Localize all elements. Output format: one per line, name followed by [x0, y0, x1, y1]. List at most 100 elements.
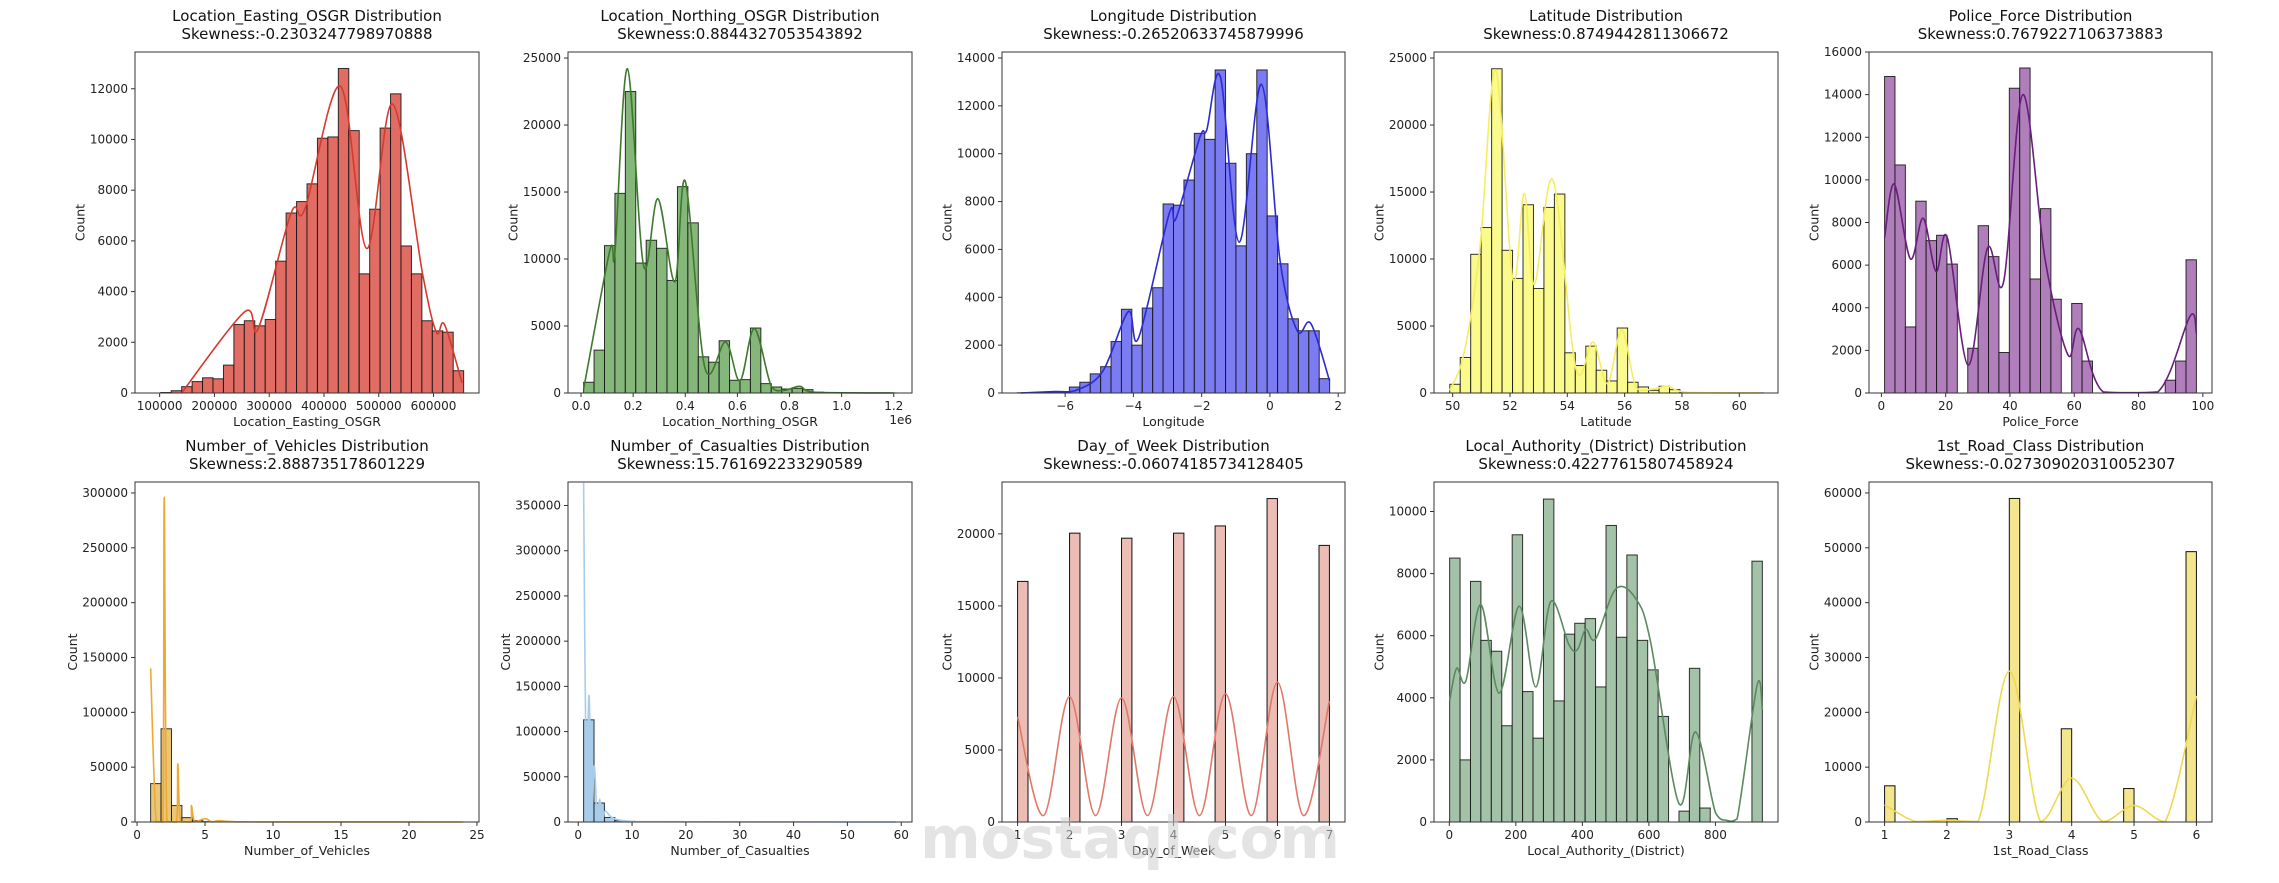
y-tick-label: 5000	[530, 319, 561, 333]
y-tick-label: 10000	[1824, 760, 1862, 774]
y-tick-label: 10000	[957, 147, 995, 161]
y-tick-label: 4000	[1831, 301, 1862, 315]
x-tick-label: 60	[1732, 399, 1747, 413]
x-tick-label: 600000	[411, 399, 457, 413]
histogram-bar	[1480, 639, 1492, 823]
chart-title: Local_Authority_(District) Distribution	[1465, 437, 1746, 456]
x-axis-label: Location_Easting_OSGR	[233, 414, 381, 429]
x-tick-label: 52	[1502, 399, 1517, 413]
chart-subtitle: Skewness:0.8749442811306672	[1483, 25, 1729, 43]
x-tick-label: 30	[732, 828, 747, 842]
kde-line	[582, 67, 894, 394]
x-tick-label: 4	[2068, 828, 2076, 842]
y-tick-label: 5000	[1396, 319, 1427, 333]
kde-line	[582, 482, 896, 823]
chart-title: Latitude Distribution	[1529, 7, 1683, 25]
y-tick-label: 4000	[1396, 691, 1427, 705]
x-tick-label: 20	[1938, 399, 1953, 413]
y-tick-label: 6000	[1396, 629, 1427, 643]
y-tick-label: 300000	[515, 544, 561, 558]
histogram-bar	[1266, 215, 1279, 394]
bars	[160, 67, 465, 394]
x-tick-label: 15	[333, 828, 348, 842]
chart-title: Day_of_Week Distribution	[1077, 437, 1269, 456]
histogram-bar	[202, 377, 214, 394]
y-tick-label: 10000	[957, 671, 995, 685]
y-tick-label: 100000	[515, 725, 561, 739]
x-tick-label: 40	[786, 828, 801, 842]
x-tick-label: 0.2	[624, 399, 643, 413]
x-tick-label: 40	[2002, 399, 2017, 413]
histogram-bar	[2164, 379, 2177, 394]
histogram-bar	[390, 93, 402, 394]
histogram-bar	[400, 245, 412, 394]
chart-title: Police_Force Distribution	[1949, 7, 2133, 26]
histogram-bar	[222, 364, 235, 394]
histogram-bar	[1225, 162, 1237, 394]
y-tick-label: 20000	[1824, 705, 1862, 719]
x-tick-label: 0	[133, 828, 141, 842]
y-tick-label: 2000	[964, 338, 995, 352]
y-axis-label: Count	[1372, 204, 1387, 241]
x-tick-label: 1.0	[832, 399, 851, 413]
y-tick-label: 25000	[1389, 51, 1427, 65]
y-tick-label: 20000	[1389, 118, 1427, 132]
histogram-bar	[760, 383, 772, 394]
histogram-bar	[1615, 636, 1628, 823]
chart-panel-1: Location_Easting_OSGR DistributionSkewne…	[73, 7, 480, 429]
histogram-bar	[635, 262, 647, 394]
y-tick-label: 300000	[82, 486, 128, 500]
histogram-bar	[442, 331, 454, 394]
histogram-bar	[1480, 227, 1493, 394]
axes-frame	[1433, 481, 1779, 823]
x-tick-label: 0	[1878, 399, 1886, 413]
chart-panel-7: Number_of_Casualties DistributionSkewnes…	[498, 437, 913, 858]
histogram-bar	[1647, 669, 1659, 823]
y-tick-label: 4000	[964, 290, 995, 304]
y-axis-label: Count	[73, 204, 88, 241]
histogram-bar	[410, 273, 423, 394]
histogram-bar	[1636, 639, 1649, 823]
chart-panel-4: Latitude DistributionSkewness:0.87494428…	[1372, 7, 1779, 429]
y-tick-label: 14000	[957, 51, 995, 65]
histogram-bar	[1946, 263, 1958, 394]
histogram-bar	[358, 273, 371, 394]
y-axis-label: Count	[940, 204, 955, 241]
histogram-bar	[243, 320, 256, 394]
histogram-bar	[1490, 650, 1503, 823]
histogram-bar	[791, 387, 804, 394]
axes-frame	[567, 51, 913, 394]
histogram-bar	[1131, 344, 1143, 394]
histogram-bar	[1657, 715, 1670, 823]
histogram-bar	[1605, 524, 1617, 823]
y-tick-label: 12000	[957, 99, 995, 113]
chart-title: Number_of_Vehicles Distribution	[185, 437, 428, 456]
chart-subtitle: Skewness:-0.06074185734128405	[1043, 455, 1304, 473]
chart-title: Location_Northing_OSGR Distribution	[600, 7, 879, 26]
kde-line	[1884, 670, 2198, 823]
histogram-bar	[1266, 498, 1278, 823]
histogram-bar	[1925, 240, 1938, 394]
y-tick-label: 60000	[1824, 486, 1862, 500]
y-tick-label: 250000	[515, 589, 561, 603]
bars	[1016, 69, 1331, 394]
y-tick-label: 15000	[1389, 185, 1427, 199]
y-tick-label: 100000	[82, 705, 128, 719]
axes-frame	[134, 481, 480, 823]
y-tick-label: 0	[120, 815, 128, 829]
y-tick-label: 2000	[1396, 753, 1427, 767]
histogram-bar	[1512, 277, 1524, 394]
kde-line	[1449, 69, 1763, 394]
x-tick-label: 2	[1066, 828, 1074, 842]
kde-line	[1020, 72, 1331, 394]
x-tick-label: 80	[2131, 399, 2146, 413]
x-tick-label: 0.0	[571, 399, 590, 413]
y-axis-label: Count	[1807, 204, 1822, 241]
x-tick-label: 10	[265, 828, 280, 842]
y-tick-label: 16000	[1824, 45, 1862, 59]
x-axis-label: Number_of_Casualties	[670, 843, 809, 858]
x-tick-label: 56	[1617, 399, 1632, 413]
y-tick-label: 15000	[957, 599, 995, 613]
y-tick-label: 14000	[1824, 88, 1862, 102]
chart-subtitle: Skewness:-0.027309020310052307	[1905, 455, 2175, 473]
